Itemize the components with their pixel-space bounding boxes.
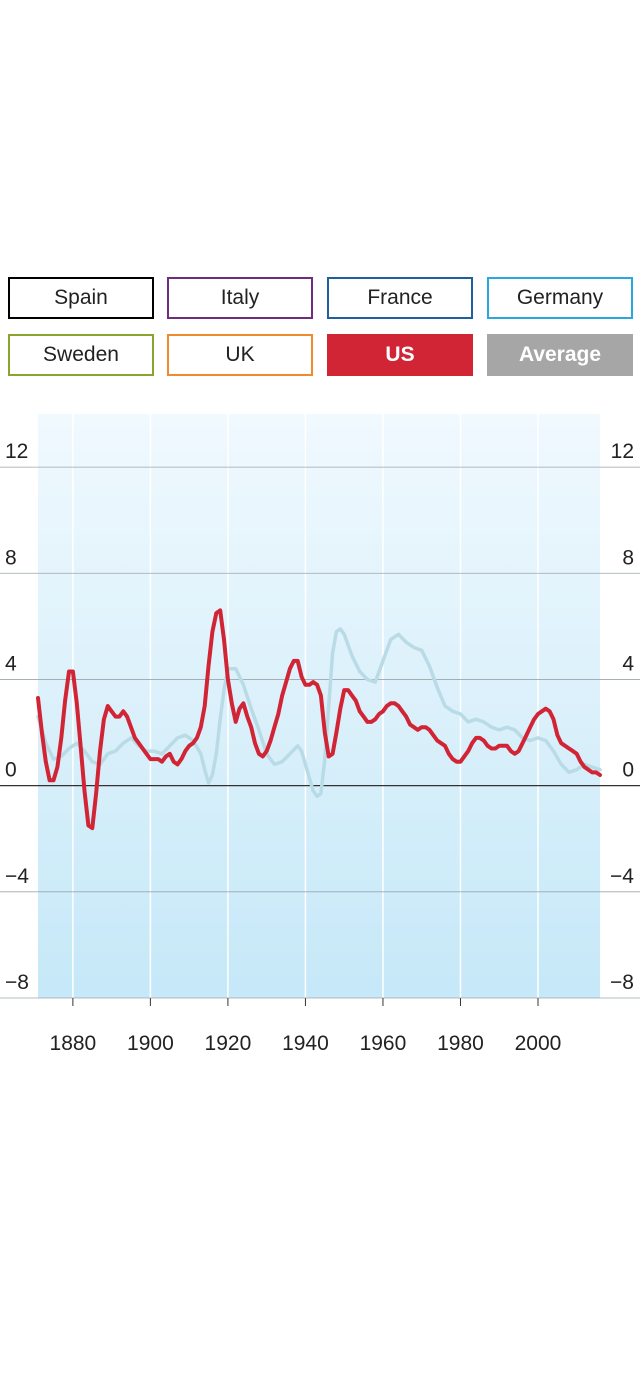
x-tick-label: 1940: [282, 1032, 329, 1055]
y-tick-label-right: 12: [611, 440, 634, 463]
y-tick-label-left: 0: [5, 759, 17, 782]
plot-background: [38, 414, 600, 998]
line-chart: −8 −8 −4 −4 0 0 4 4 8 8 12 12 1880 1900 1920 1940 1960 1…: [0, 414, 640, 1055]
legend-button-us[interactable]: US: [327, 334, 473, 376]
y-tick-label-right: −8: [610, 971, 634, 994]
x-tick-label: 1960: [360, 1032, 407, 1055]
y-tick-label-right: 4: [622, 652, 634, 675]
legend-button-italy[interactable]: Italy: [167, 277, 313, 319]
series-line-us: [36, 608, 602, 831]
x-tick-label: 1900: [127, 1032, 174, 1055]
y-tick-label-left: −8: [5, 971, 29, 994]
x-tick-label: 1920: [205, 1032, 252, 1055]
x-tick-label: 2000: [515, 1032, 562, 1055]
legend-button-germany[interactable]: Germany: [487, 277, 633, 319]
legend-button-france[interactable]: France: [327, 277, 473, 319]
y-tick-label-right: −4: [610, 865, 634, 888]
y-tick-label-right: 0: [622, 759, 634, 782]
y-tick-label-left: −4: [5, 865, 29, 888]
y-tick-label-left: 12: [5, 440, 28, 463]
y-tick-label-left: 8: [5, 546, 17, 569]
legend: Spain Italy France Germany Sweden UK US Average: [0, 0, 640, 400]
legend-button-average[interactable]: Average: [487, 334, 633, 376]
y-tick-label-right: 8: [622, 546, 634, 569]
legend-button-spain[interactable]: Spain: [8, 277, 154, 319]
x-tick-label: 1980: [437, 1032, 484, 1055]
x-tick-label: 1880: [50, 1032, 97, 1055]
legend-button-uk[interactable]: UK: [167, 334, 313, 376]
y-tick-label-left: 4: [5, 652, 17, 675]
legend-button-sweden[interactable]: Sweden: [8, 334, 154, 376]
